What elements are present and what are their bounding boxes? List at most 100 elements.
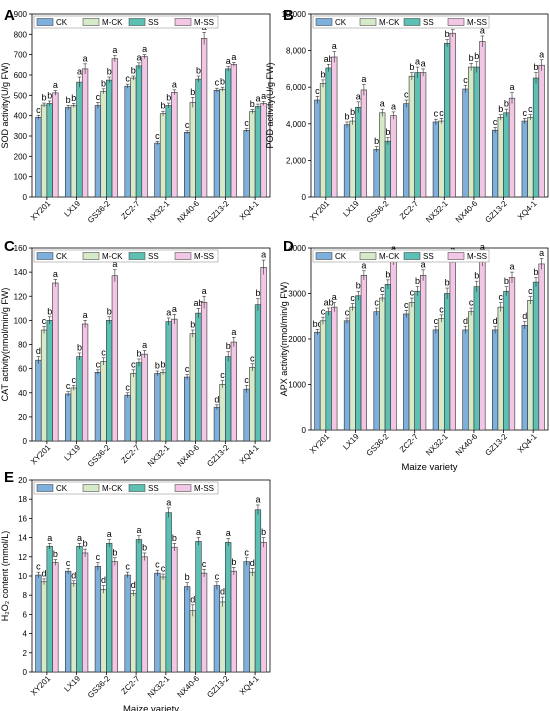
bar xyxy=(319,83,327,198)
significance-letter: b xyxy=(474,51,479,61)
bar xyxy=(159,113,167,198)
bar xyxy=(343,124,351,198)
significance-letter: d xyxy=(463,316,468,326)
significance-letter: d xyxy=(250,558,255,568)
significance-letter: b xyxy=(66,95,71,105)
significance-letter: c xyxy=(434,316,439,326)
bar xyxy=(462,329,469,431)
legend-label: M-SS xyxy=(467,18,487,27)
significance-letter: a xyxy=(391,243,396,253)
bar xyxy=(373,311,380,431)
legend-label: M-CK xyxy=(102,18,123,27)
significance-letter: a xyxy=(83,310,88,320)
legend-label: CK xyxy=(56,252,68,261)
y-axis-label: POD activity(U/g FW) xyxy=(265,62,275,148)
x-tick-label: NX32-1 xyxy=(424,199,450,225)
legend-swatch xyxy=(174,18,192,26)
legend-swatch xyxy=(128,18,146,26)
legend-swatch xyxy=(447,252,465,260)
significance-letter: a xyxy=(361,260,366,270)
significance-letter: b xyxy=(220,77,225,87)
y-tick-label: 10,000 xyxy=(282,10,307,19)
y-tick-label: 4000 xyxy=(288,244,306,253)
bar xyxy=(94,566,102,673)
legend-label: M-CK xyxy=(102,484,123,493)
legend-swatch xyxy=(447,18,465,26)
significance-letter: a xyxy=(415,57,420,67)
bar xyxy=(432,121,439,198)
bar xyxy=(379,112,386,198)
significance-letter: c xyxy=(315,86,320,96)
significance-letter: c xyxy=(528,104,533,114)
significance-letter: a xyxy=(53,80,58,90)
significance-letter: b xyxy=(77,342,82,352)
x-tick-label: NX40-6 xyxy=(175,674,201,700)
x-tick-label: GS36-2 xyxy=(86,443,112,469)
legend-label: M-CK xyxy=(379,18,400,27)
bar xyxy=(225,542,232,673)
y-tick-label: 4 xyxy=(23,630,28,639)
significance-letter: b xyxy=(385,269,390,279)
significance-letter: a xyxy=(202,286,207,296)
legend-swatch xyxy=(82,18,100,26)
significance-letter: b xyxy=(374,136,379,146)
bar xyxy=(124,574,131,673)
y-tick-label: 100 xyxy=(14,316,28,325)
bar xyxy=(349,120,356,198)
bar xyxy=(444,293,451,431)
significance-letter: b xyxy=(415,276,420,286)
x-tick-label: GS36-2 xyxy=(365,199,391,225)
bar xyxy=(106,79,113,198)
y-tick-label: 3000 xyxy=(288,290,306,299)
y-tick-label: 0 xyxy=(23,193,28,202)
bar xyxy=(243,561,250,673)
x-tick-label: NX32-1 xyxy=(424,432,450,458)
y-axis-label: SOD activity(U/g FW) xyxy=(0,62,10,148)
significance-letter: c xyxy=(36,562,41,572)
significance-letter: a xyxy=(112,259,117,269)
x-tick-label: ZC2-7 xyxy=(119,443,141,465)
y-tick-label: 20 xyxy=(18,476,27,485)
bar xyxy=(46,103,53,198)
significance-letter: a xyxy=(391,101,396,111)
significance-letter: a xyxy=(380,99,385,109)
legend-label: M-SS xyxy=(467,252,487,261)
significance-letter: b xyxy=(498,104,503,114)
y-tick-label: 1000 xyxy=(288,381,306,390)
legend-swatch xyxy=(36,252,54,260)
y-tick-label: 8,000 xyxy=(286,47,307,56)
significance-letter: b xyxy=(474,271,479,281)
bar xyxy=(106,320,113,442)
significance-letter: d xyxy=(36,346,41,356)
significance-letter: c xyxy=(220,370,225,380)
x-tick-label: XQ4-1 xyxy=(238,443,261,466)
legend-box xyxy=(312,15,490,29)
legend-box xyxy=(312,249,490,263)
significance-letter: b xyxy=(344,111,349,121)
bar xyxy=(331,306,338,431)
legend-swatch xyxy=(82,252,100,260)
bar xyxy=(403,313,410,431)
significance-letter: c xyxy=(463,75,468,85)
bar xyxy=(438,120,445,198)
bar xyxy=(130,592,137,673)
bar xyxy=(325,311,332,431)
bar xyxy=(432,329,439,431)
bar xyxy=(189,610,196,673)
bar xyxy=(492,129,499,198)
significance-letter: b xyxy=(504,99,509,109)
bar xyxy=(200,572,208,673)
legend-label: CK xyxy=(335,18,347,27)
y-tick-label: 20 xyxy=(18,413,27,422)
significance-letter: a xyxy=(142,340,147,350)
y-tick-label: 0 xyxy=(302,193,307,202)
bar xyxy=(154,572,161,673)
bar xyxy=(195,312,202,442)
significance-letter: a xyxy=(539,248,544,258)
significance-letter: a xyxy=(231,52,236,62)
y-axis-label: CAT activity(nmol/min/g FW) xyxy=(0,288,10,402)
x-tick-label: NX40-6 xyxy=(175,199,201,225)
y-tick-label: 14 xyxy=(18,534,27,543)
significance-letter: c xyxy=(321,307,326,317)
significance-letter: b xyxy=(445,278,450,288)
